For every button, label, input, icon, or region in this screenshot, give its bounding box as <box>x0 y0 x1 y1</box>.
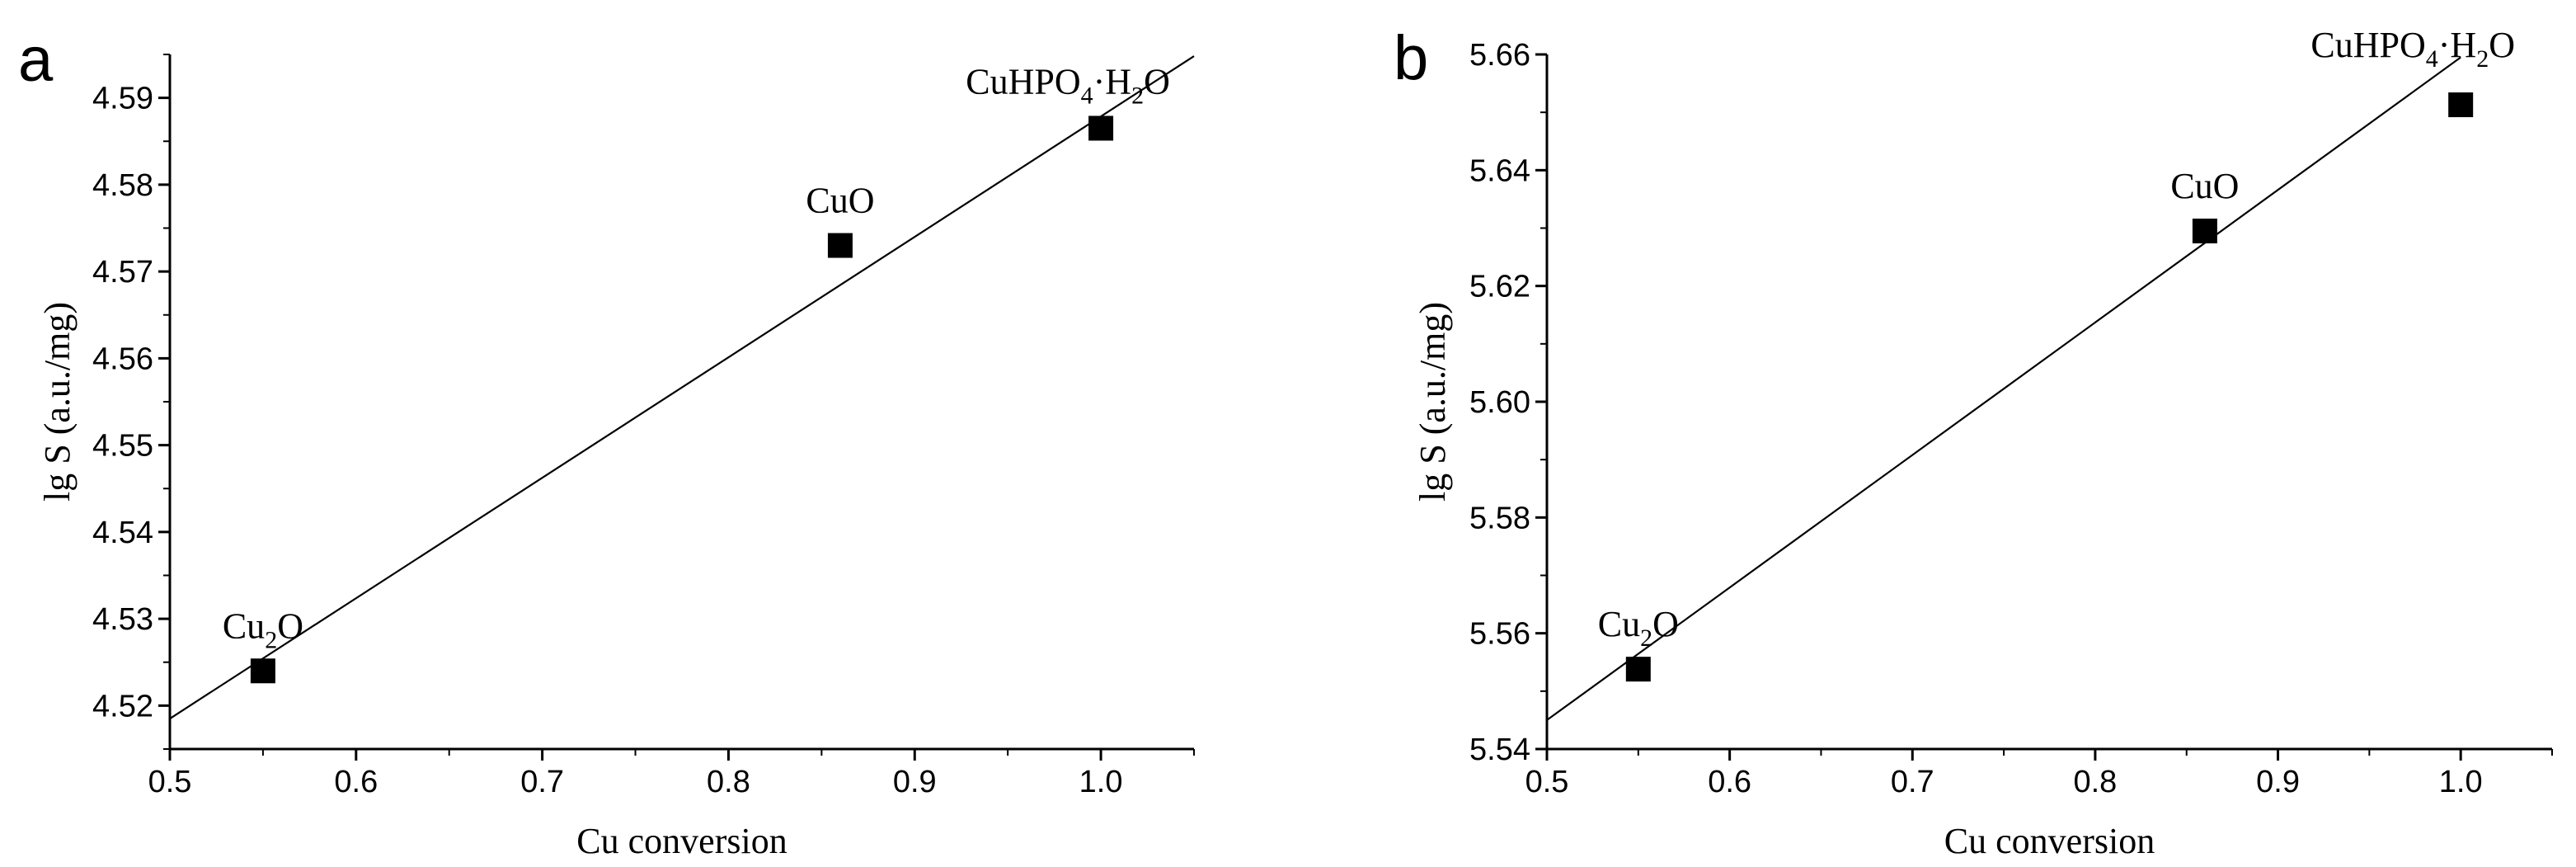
y-tick-label: 4.58 <box>92 168 153 203</box>
x-tick-label: 0.8 <box>2073 765 2117 799</box>
y-tick-label: 5.62 <box>1469 270 1530 304</box>
x-tick-label: 0.7 <box>1891 765 1934 799</box>
y-tick-label: 5.56 <box>1469 617 1530 652</box>
y-tick-label: 5.60 <box>1469 385 1530 420</box>
panel-label: a <box>18 25 54 95</box>
x-tick-label: 0.6 <box>334 765 378 799</box>
data-point <box>1625 657 1651 682</box>
data-point <box>1088 115 1114 141</box>
y-tick-label: 4.56 <box>92 342 153 376</box>
x-tick-label: 0.5 <box>1525 765 1569 799</box>
data-point <box>250 658 275 684</box>
x-axis-label: Cu conversion <box>576 821 787 861</box>
data-point <box>2448 92 2474 118</box>
x-axis-label: Cu conversion <box>1944 821 2155 861</box>
fit-line <box>169 55 1195 720</box>
y-axis-label: lg S (a.u./mg) <box>1413 302 1453 502</box>
x-tick-label: 1.0 <box>2439 765 2483 799</box>
x-tick-label: 0.7 <box>520 765 564 799</box>
y-tick-label: 4.57 <box>92 255 153 290</box>
point-label: Cu2O <box>223 605 303 653</box>
chart-panel-b: 0.5 0.6 0.7 0.8 0.9 1.0 5.54 5.56 5.58 5.60 5.62 5.… <box>1394 23 2553 861</box>
y-tick-label: 5.66 <box>1469 38 1530 73</box>
y-tick-label: 4.59 <box>92 82 153 116</box>
point-label: Cu2O <box>1598 604 1679 652</box>
y-tick-label: 4.53 <box>92 602 153 637</box>
y-tick-label: 5.54 <box>1469 733 1530 767</box>
y-tick-label: 4.54 <box>92 516 153 550</box>
x-tick-label: 1.0 <box>1079 765 1123 799</box>
point-label: CuO <box>806 181 874 221</box>
fit-line <box>1546 56 2461 721</box>
x-tick-label: 0.9 <box>893 765 937 799</box>
point-label: CuHPO4·H2O <box>966 61 1170 109</box>
y-axis-label: lg S (a.u./mg) <box>37 302 78 502</box>
y-tick-label: 4.52 <box>92 689 153 723</box>
chart-panel-a: 0.5 0.6 0.7 0.8 0.9 1.0 4.52 4.53 4.54 4.55 4.56 4.… <box>18 25 1195 861</box>
x-tick-label: 0.5 <box>148 765 192 799</box>
x-tick-label: 0.9 <box>2256 765 2300 799</box>
point-label: CuO <box>2170 166 2239 206</box>
point-label: CuHPO4·H2O <box>2310 25 2515 73</box>
y-tick-label: 4.55 <box>92 429 153 464</box>
data-point <box>827 233 853 258</box>
y-tick-label: 5.64 <box>1469 153 1530 188</box>
panel-label: b <box>1394 23 1428 93</box>
x-tick-label: 0.6 <box>1708 765 1751 799</box>
data-point <box>2192 219 2217 244</box>
x-tick-label: 0.8 <box>707 765 750 799</box>
y-tick-label: 5.58 <box>1469 501 1530 535</box>
